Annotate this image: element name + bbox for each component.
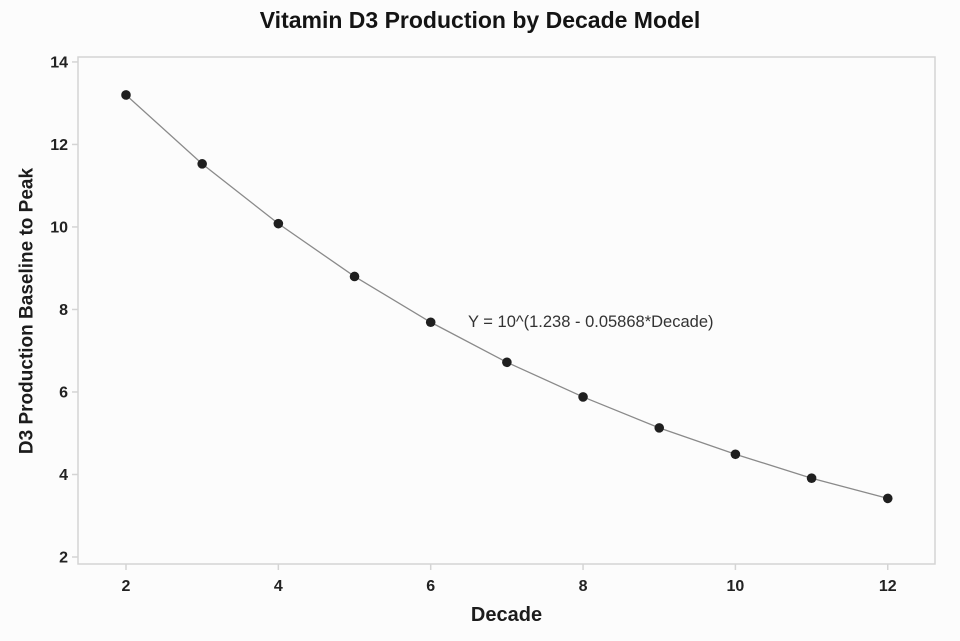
y-tick-label: 4 — [59, 467, 68, 484]
plot-frame — [77, 56, 936, 565]
equation-annotation: Y = 10^(1.238 - 0.05868*Decade) — [468, 313, 714, 331]
y-tick-label: 10 — [50, 219, 68, 236]
y-tick-label: 14 — [50, 54, 68, 71]
y-tick-label: 12 — [50, 137, 68, 154]
y-axis-label: D3 Production Baseline to Peak — [16, 167, 38, 455]
y-tick-label: 6 — [59, 384, 68, 401]
x-tick-label: 2 — [122, 578, 131, 595]
data-point — [806, 473, 817, 483]
data-point — [654, 423, 665, 433]
x-tick-label: 6 — [426, 578, 435, 595]
x-tick-label: 10 — [727, 578, 745, 595]
data-point — [197, 159, 207, 169]
data-point — [578, 392, 588, 402]
chart-title: Vitamin D3 Production by Decade Model — [259, 7, 701, 33]
data-point — [349, 271, 360, 282]
data-point — [273, 218, 284, 229]
y-tick-label: 2 — [59, 549, 68, 566]
y-tick-label: 8 — [59, 302, 68, 319]
x-tick-label: 12 — [879, 578, 897, 595]
series-line — [125, 94, 888, 500]
data-point — [425, 317, 436, 328]
x-tick-label: 8 — [579, 578, 588, 595]
data-point — [730, 449, 741, 460]
x-tick-label: 4 — [274, 578, 283, 595]
data-point — [502, 357, 512, 368]
data-point — [121, 90, 131, 100]
data-point — [882, 493, 893, 504]
x-axis-label: Decade — [470, 604, 543, 626]
